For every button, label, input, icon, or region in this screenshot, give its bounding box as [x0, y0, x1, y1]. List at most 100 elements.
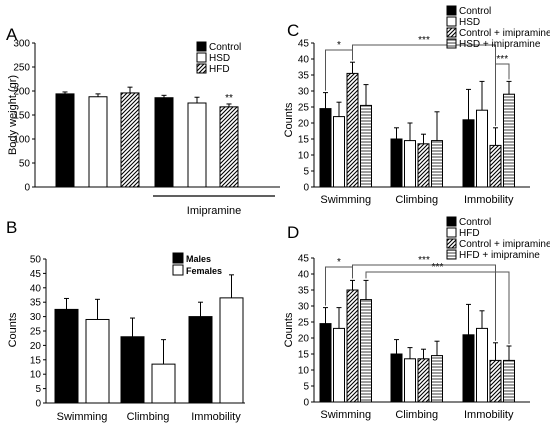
panel-b-category-label: Immobility: [191, 411, 241, 423]
panel-b-legend-swatch: [172, 252, 184, 264]
panel-a-y-tick-label: 50: [19, 159, 31, 170]
panel-c-bar: [462, 119, 475, 188]
panel-b-y-tick-label: 0: [35, 399, 41, 410]
panel-c-legend-swatch: [446, 16, 457, 27]
panel-a-bar: [187, 102, 207, 188]
panel-b-y-tick-label: 15: [30, 355, 42, 366]
panel-c-bar: [503, 93, 515, 188]
panel-d-legend-swatch: [446, 216, 457, 227]
panel-a-legend-label: Control: [209, 42, 241, 53]
panel-c-category-label: Climbing: [395, 194, 438, 206]
panel-a-legend-label: HFD: [209, 64, 230, 75]
panel-d-bar: [390, 353, 403, 403]
panel-d-bar: [503, 359, 515, 403]
panel-d-y-tick-label: 20: [298, 334, 310, 345]
panel-c-bar: [390, 138, 403, 188]
panel-a-legend-swatch: [196, 41, 207, 52]
panel-b-y-axis-title: Counts: [7, 312, 19, 347]
panel-d-y-tick-label: 15: [298, 350, 310, 361]
panel-d-significance-label: ***: [432, 262, 444, 273]
panel-a-y-tick-label: 100: [13, 135, 30, 146]
panel-b-bar: [85, 318, 110, 404]
panel-b-y-tick-label: 40: [30, 283, 42, 294]
panel-c-y-tick-label: 25: [298, 103, 310, 114]
panel-d-legend-swatch: [446, 249, 457, 260]
panel-b-y-tick-label: 25: [30, 327, 42, 338]
panel-c-y-tick-label: 15: [298, 135, 310, 146]
panel-d-category-label: Immobility: [464, 409, 514, 421]
panel-a-bar: [154, 97, 174, 188]
panel-d-chart: Counts 0 5 10 15 20 25 30 35 40 45 Swimming Climbi…: [283, 216, 550, 421]
panel-b-category-label: Swimming: [57, 411, 108, 423]
panel-a-legend-label: HSD: [209, 53, 230, 64]
panel-a-legend-swatch: [196, 52, 207, 63]
panel-d-significance: * ******: [325, 255, 510, 344]
panel-d-bar: [404, 358, 416, 403]
panel-d-y-axis-title: Counts: [283, 312, 295, 347]
panel-a-bar: [219, 106, 239, 188]
panel-d-significance-label: *: [337, 257, 341, 268]
panel-b-bar: [188, 316, 213, 404]
panel-d-y-tick-label: 0: [303, 398, 309, 409]
panel-c-significance-bracket: [352, 44, 496, 126]
panel-c-significance-label: *: [337, 40, 341, 51]
panel-c-y-tick-label: 45: [298, 39, 310, 50]
panel-b-bars: [54, 274, 244, 404]
panel-c-bar: [404, 140, 416, 188]
panel-c-significance-label: ***: [418, 35, 430, 46]
panel-c-chart: Counts 0 5 10 15 20 25 30 35 40 45 Swimming Climbi…: [283, 5, 550, 206]
panel-a-y-tick-label: 300: [13, 39, 30, 50]
panel-c-y-tick-label: 40: [298, 55, 310, 66]
panel-c-bar: [346, 72, 359, 188]
panel-c-legend-label: Control: [459, 6, 491, 17]
panel-c-y-tick-label: 10: [298, 151, 310, 162]
panel-a-y-tick-label: 200: [13, 87, 30, 98]
panel-b-bar: [54, 308, 79, 404]
panel-d-bar: [489, 359, 502, 403]
panel-c-bar: [476, 109, 488, 188]
panel-d-significance-label: ***: [418, 255, 430, 266]
panel-a-bars: **: [55, 86, 239, 188]
panel-d-categories: Swimming Climbing Immobility: [320, 409, 514, 421]
panel-c-bar: [333, 116, 345, 188]
panel-a-y-tick-label: 250: [13, 63, 30, 74]
panel-b-bar: [219, 297, 244, 404]
panel-c-bar: [360, 104, 372, 188]
panel-c-legend-swatch: [446, 27, 457, 38]
panel-d-bar: [333, 327, 345, 403]
panel-c-bars: [319, 61, 515, 188]
panel-c-bar: [489, 144, 502, 188]
panel-d-category-label: Swimming: [320, 409, 371, 421]
panel-d-bar: [417, 358, 430, 403]
panel-letter-a: A: [6, 25, 18, 44]
panel-a-bar: [88, 96, 108, 188]
panel-a-bar: [120, 92, 140, 188]
panel-b-legend-label: Females: [186, 266, 222, 276]
panel-d-bar: [476, 327, 488, 403]
panel-c-legend-label: HSD: [459, 17, 480, 28]
panel-a-imipramine-label: Imipramine: [187, 205, 241, 217]
panel-a-significance-label: **: [225, 93, 233, 104]
panel-b-y-tick-label: 5: [35, 384, 41, 395]
panel-d-legend-label: HFD + imipramine: [459, 250, 540, 261]
panel-c-legend-label: HSD + imipramine: [459, 39, 541, 50]
panel-c-y-axis-title: Counts: [283, 102, 295, 137]
panel-b-y-tick-label: 35: [30, 298, 42, 309]
panel-d-y-tick-label: 35: [298, 286, 310, 297]
panel-a-chart: Body weight (gr) 0 50 100 150 200 250 300 ** C…: [7, 39, 280, 217]
panel-d-y-tick-label: 10: [298, 366, 310, 377]
panel-b-legend-swatch: [172, 264, 184, 276]
panel-b-category-label: Climbing: [127, 411, 170, 423]
panel-c-bar: [417, 143, 430, 188]
panel-a-legend-swatch: [196, 63, 207, 74]
panel-c-legend-swatch: [446, 5, 457, 16]
panel-a-y-axis-title: Body weight (gr): [7, 75, 19, 155]
panel-b-chart: Counts 0 5 10 15 20 25 30 35 40 45 50 Swimming Clim…: [7, 252, 245, 423]
panel-d-legend-label: HFD: [459, 228, 480, 239]
panel-d-category-label: Climbing: [395, 409, 438, 421]
panel-letter-d: D: [287, 223, 299, 242]
